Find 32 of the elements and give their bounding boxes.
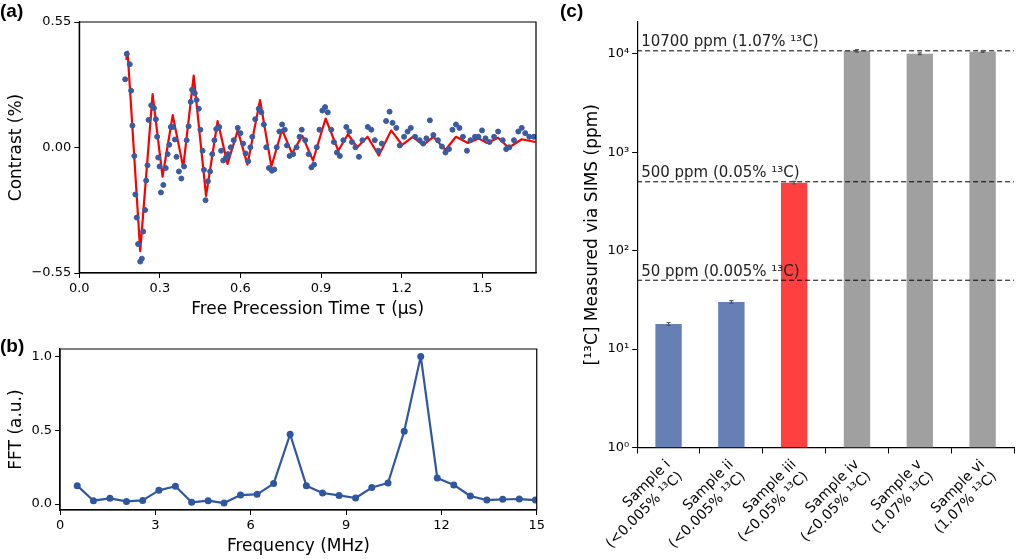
x-tick-label: 0 xyxy=(55,517,65,533)
y-tick-label: 10⁰ xyxy=(607,438,630,454)
y-tick-label: 10³ xyxy=(607,143,630,159)
y-tick-label: −0.55 xyxy=(31,264,72,280)
y-axis-title: [¹³C] Measured via SIMS (ppm) xyxy=(580,104,601,366)
ref-line-label: 500 ppm (0.05% ¹³C) xyxy=(641,163,800,182)
ref-line-label: 10700 ppm (1.07% ¹³C) xyxy=(641,32,819,51)
y-tick-label: 0.5 xyxy=(31,421,53,437)
chart-title: (c) xyxy=(560,0,584,22)
x-tick-label: 0.9 xyxy=(310,280,332,296)
chart-title: (a) xyxy=(0,0,24,22)
y-tick-label: 10² xyxy=(607,241,630,257)
x-tick-label: 0.3 xyxy=(149,280,171,296)
y-axis-title: Contrast (%) xyxy=(4,93,25,202)
x-tick-label: 1.5 xyxy=(471,280,493,296)
x-tick-label: 12 xyxy=(433,517,450,533)
y-tick-label: 1.0 xyxy=(31,347,53,363)
x-tick-label: 0.6 xyxy=(230,280,251,296)
x-tick-label: 3 xyxy=(151,517,160,533)
x-tick-label: 9 xyxy=(341,517,351,533)
x-tick-label: 1.2 xyxy=(391,280,412,296)
x-axis-title: Free Precession Time τ (μs) xyxy=(191,298,425,319)
x-axis-title: Frequency (MHz) xyxy=(226,535,370,556)
y-tick-label: 0.55 xyxy=(42,13,72,29)
x-tick-label: 6 xyxy=(246,517,255,533)
x-tick-label: 15 xyxy=(528,517,545,533)
chart-title: (b) xyxy=(0,335,25,357)
y-tick-label: 10¹ xyxy=(607,340,630,356)
y-tick-label: 10⁴ xyxy=(607,45,630,61)
x-tick-label: 0.0 xyxy=(68,280,90,296)
y-tick-label: 0.00 xyxy=(42,138,72,154)
y-axis-title: FFT (a.u.) xyxy=(4,389,25,470)
